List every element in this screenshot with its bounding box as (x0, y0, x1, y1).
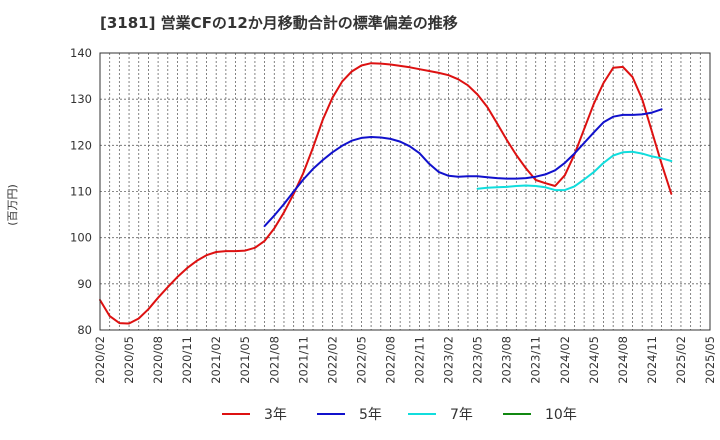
y-tick-label: 80 (77, 323, 92, 337)
x-tick-label: 2021/11 (296, 336, 310, 384)
x-tick-label: 2022/08 (383, 336, 397, 384)
plot-frame (99, 52, 711, 331)
y-tick-label: 90 (77, 277, 92, 291)
x-tick-label: 2023/02 (442, 336, 456, 384)
x-tick-label: 2024/08 (616, 336, 630, 384)
x-tick-label: 2021/05 (238, 336, 252, 384)
y-axis-label: (百万円) (6, 184, 19, 226)
x-tick-label: 2020/08 (151, 336, 165, 384)
y-tick-label: 120 (70, 138, 92, 152)
x-tick-label: 2023/05 (471, 336, 485, 384)
x-tick-label: 2024/02 (558, 336, 572, 384)
y-tick-label: 100 (70, 231, 92, 245)
x-tick-label: 2021/02 (209, 336, 223, 384)
y-tick-label: 110 (70, 185, 92, 199)
series-layer (99, 62, 673, 325)
x-tick-label: 2022/02 (325, 336, 339, 384)
legend-label-2: 7年 (450, 407, 473, 423)
legend-label-0: 3年 (264, 407, 287, 423)
series-line-1 (263, 108, 663, 228)
x-tick-label: 2023/11 (529, 336, 543, 384)
x-tick-label: 2023/08 (500, 336, 514, 384)
x-ticks: 2020/02 2020/05 2020/08 2020/11 2021/02 2021/… (93, 336, 717, 384)
x-tick-label: 2020/05 (122, 336, 136, 384)
series-line-2 (476, 150, 673, 192)
x-tick-label: 2024/05 (587, 336, 601, 384)
legend-label-1: 5年 (359, 407, 382, 423)
x-tick-label: 2024/11 (645, 336, 659, 384)
chart-title: [3181] 営業CFの12か月移動合計の標準偏差の推移 (100, 14, 458, 32)
legend-label-3: 10年 (545, 407, 577, 423)
x-tick-label: 2022/11 (413, 336, 427, 384)
grid (99, 52, 711, 331)
y-tick-label: 130 (70, 92, 92, 106)
x-tick-label: 2020/02 (93, 336, 107, 384)
x-tick-label: 2020/11 (180, 336, 194, 384)
x-tick-label: 2025/05 (703, 336, 717, 384)
x-tick-label: 2021/08 (267, 336, 281, 384)
y-ticks: 80 90 100 110 120 130 140 (70, 46, 92, 337)
legend: 3年 5年 7年 10年 (222, 407, 577, 423)
x-tick-label: 2025/02 (674, 336, 688, 384)
series-line-0 (99, 62, 673, 325)
y-tick-label: 140 (70, 46, 92, 60)
x-tick-label: 2022/05 (354, 336, 368, 384)
